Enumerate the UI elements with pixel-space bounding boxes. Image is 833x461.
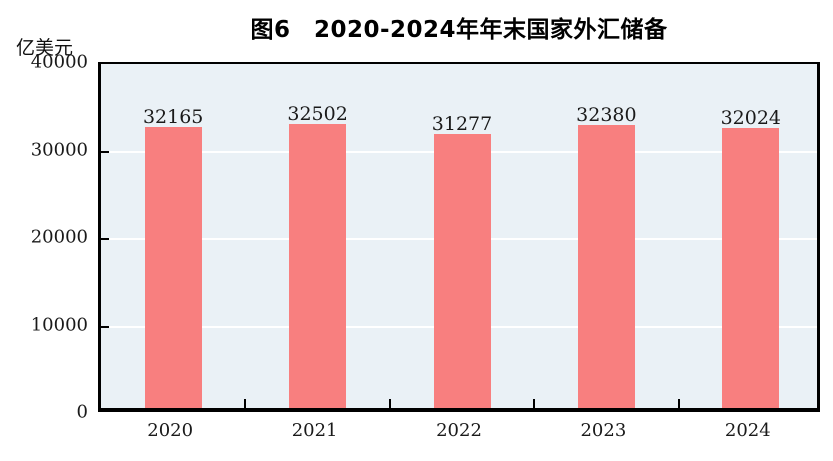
- bar: [144, 126, 202, 408]
- x-axis-tick-label: 2020: [147, 420, 194, 441]
- y-axis-tick-label: 20000: [30, 226, 88, 248]
- bar: [577, 124, 635, 408]
- x-axis-tick-label: 2024: [724, 420, 771, 441]
- y-axis-unit-label: 亿美元: [16, 37, 74, 59]
- bar-value-label: 32024: [720, 106, 782, 129]
- plot-area: 32165 32502 31277 32380 32024: [98, 62, 820, 412]
- y-axis-tick-label: 40000: [30, 51, 88, 73]
- bar-value-label: 31277: [431, 113, 493, 136]
- bar: [433, 134, 491, 408]
- y-axis-tick-label: 0: [76, 401, 88, 423]
- x-axis-tick: [244, 399, 247, 408]
- x-axis-tick: [533, 399, 536, 408]
- bar: [722, 127, 780, 408]
- x-axis-tick: [677, 399, 680, 408]
- bar-value-label: 32502: [287, 102, 348, 125]
- x-axis-tick: [388, 399, 391, 408]
- x-axis-tick-label: 2022: [436, 420, 482, 441]
- chart-title: 图6 2020-2024年年末国家外汇储备: [250, 17, 668, 43]
- bar: [289, 123, 347, 408]
- x-axis-tick-label: 2021: [291, 420, 338, 441]
- y-axis-tick-label: 10000: [30, 314, 88, 335]
- y-axis-tick: [101, 238, 109, 240]
- y-axis-tick: [101, 325, 109, 328]
- y-axis-tick: [101, 150, 109, 153]
- x-axis-tick-label: 2023: [580, 420, 627, 441]
- bar-value-label: 32380: [576, 103, 637, 126]
- bar-value-label: 32165: [142, 105, 204, 128]
- y-axis-tick-label: 30000: [30, 139, 88, 160]
